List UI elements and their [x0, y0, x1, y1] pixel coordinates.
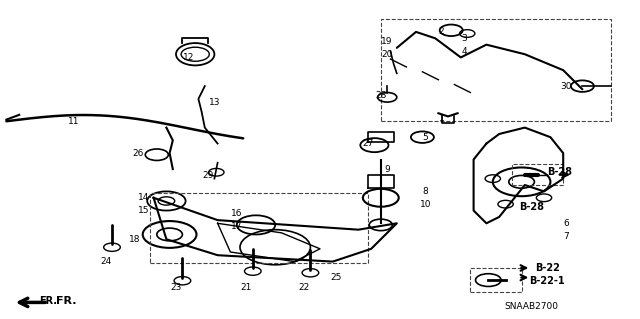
Text: 18: 18 [129, 235, 140, 244]
Text: 26: 26 [132, 149, 143, 158]
Text: 6: 6 [564, 219, 569, 228]
Text: FR.: FR. [56, 296, 77, 307]
Bar [470, 268, 522, 292]
Text: 5: 5 [423, 133, 428, 142]
Text: 15: 15 [138, 206, 150, 215]
Text: B-22-1: B-22-1 [529, 276, 565, 286]
Text: 25: 25 [330, 273, 342, 282]
Text: 14: 14 [138, 193, 150, 202]
Bar [512, 164, 563, 185]
Text: 11: 11 [68, 117, 79, 126]
Bar [381, 19, 611, 121]
Bar [150, 193, 368, 263]
Text: 16: 16 [231, 209, 243, 218]
Text: B-22: B-22 [535, 263, 559, 273]
Text: 4: 4 [461, 47, 467, 56]
Text: 28: 28 [375, 91, 387, 100]
Text: 8: 8 [423, 187, 428, 196]
Text: 10: 10 [420, 200, 431, 209]
Text: 7: 7 [564, 232, 569, 241]
Text: 27: 27 [362, 139, 374, 148]
Text: 20: 20 [381, 50, 393, 59]
Text: 21: 21 [241, 283, 252, 292]
Text: B-28: B-28 [547, 167, 573, 177]
Text: FR.: FR. [39, 296, 57, 307]
Text: 12: 12 [183, 53, 195, 62]
Text: 29: 29 [202, 171, 214, 180]
Text: 9: 9 [385, 165, 390, 174]
Text: SNAAB2700: SNAAB2700 [504, 302, 558, 311]
Text: 1: 1 [439, 114, 444, 122]
Text: 13: 13 [209, 98, 220, 107]
Text: 23: 23 [170, 283, 182, 292]
Text: 19: 19 [381, 37, 393, 46]
Text: B-28: B-28 [518, 202, 544, 212]
Text: 2: 2 [439, 27, 444, 36]
Text: 22: 22 [298, 283, 310, 292]
Text: 30: 30 [561, 82, 572, 91]
Text: 24: 24 [100, 257, 111, 266]
Text: 17: 17 [231, 222, 243, 231]
Text: 3: 3 [461, 34, 467, 43]
